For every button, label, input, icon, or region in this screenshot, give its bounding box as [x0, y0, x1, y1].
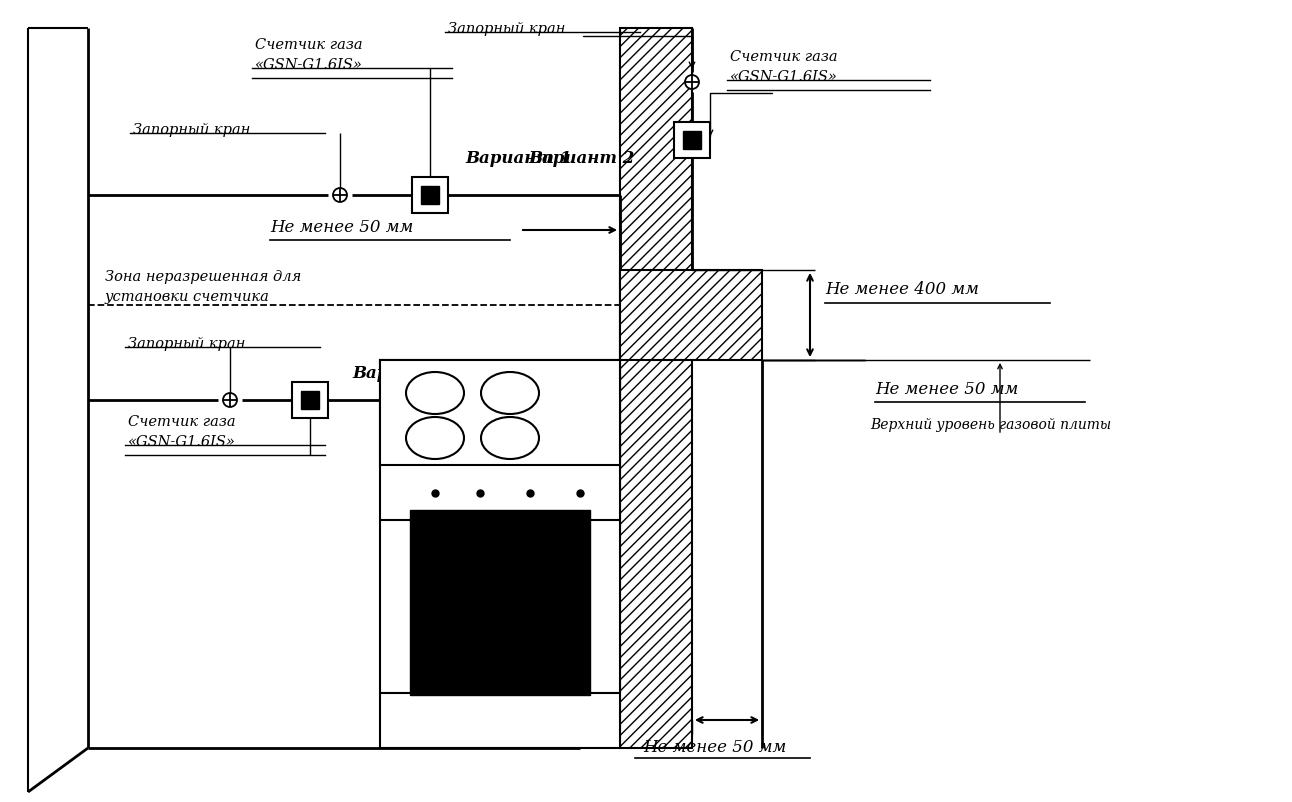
Text: Не менее 50 мм: Не менее 50 мм	[643, 739, 787, 756]
Circle shape	[224, 393, 236, 407]
Text: «GSN-G1.6IS»: «GSN-G1.6IS»	[128, 435, 236, 449]
Text: установки счетчика: установки счетчика	[105, 290, 270, 304]
Text: Счетчик газа: Счетчик газа	[128, 415, 235, 429]
Circle shape	[685, 75, 699, 89]
Text: Вариант 1: Вариант 1	[465, 150, 571, 167]
Polygon shape	[620, 28, 693, 748]
Text: Счетчик газа: Счетчик газа	[730, 50, 837, 64]
Bar	[292, 382, 328, 418]
Text: Запорный кран: Запорный кран	[133, 123, 251, 137]
Circle shape	[333, 188, 348, 202]
Text: Счетчик газа: Счетчик газа	[255, 38, 363, 52]
Bar	[301, 391, 319, 409]
Text: «GSN-G1.6IS»: «GSN-G1.6IS»	[255, 58, 363, 72]
Text: Верхний уровень газовой плиты: Верхний уровень газовой плиты	[870, 418, 1111, 432]
Polygon shape	[620, 270, 762, 360]
Text: Не менее 50 мм: Не менее 50 мм	[270, 220, 413, 237]
Text: Зона неразрешенная для: Зона неразрешенная для	[105, 270, 301, 284]
Bar	[410, 510, 590, 695]
Text: Запорный кран: Запорный кран	[128, 337, 245, 351]
Text: Не менее 400 мм: Не менее 400 мм	[826, 282, 979, 298]
Bar	[674, 122, 711, 158]
Text: «GSN-G1.6IS»: «GSN-G1.6IS»	[730, 70, 839, 84]
Bar	[380, 360, 620, 748]
Bar	[683, 131, 702, 149]
Bar	[421, 186, 439, 204]
Text: Вариант 2: Вариант 2	[528, 150, 634, 167]
Bar	[412, 177, 448, 213]
Bar	[380, 360, 620, 465]
Text: Вариант 3: Вариант 3	[351, 365, 459, 382]
Text: Запорный кран: Запорный кран	[448, 22, 566, 36]
Text: Не менее 50 мм: Не менее 50 мм	[875, 382, 1018, 399]
